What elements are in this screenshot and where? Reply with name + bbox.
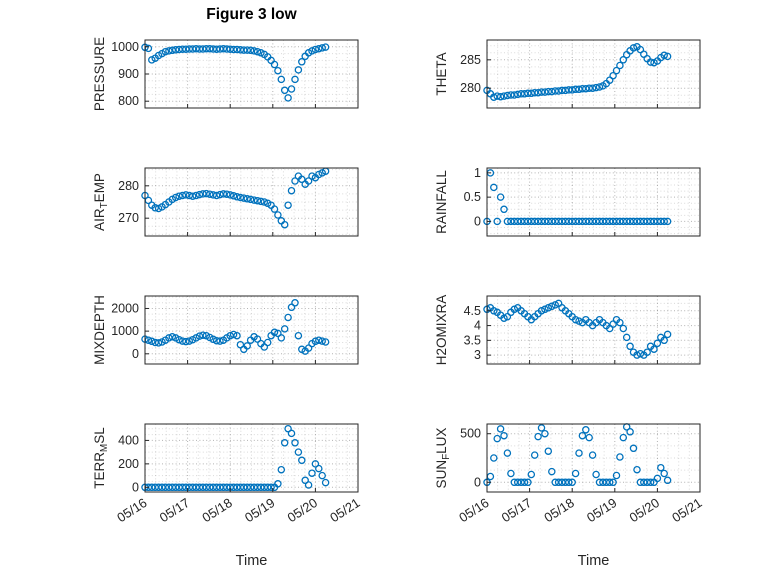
subplot-AIR_TEMP: 270 280 AIRTEMP — [92, 167, 359, 237]
svg-text:05/21: 05/21 — [669, 495, 704, 525]
data-series-MIXDEPTH — [141, 299, 330, 355]
svg-text:500: 500 — [460, 427, 481, 441]
svg-text:0.5: 0.5 — [464, 190, 481, 204]
figure-title: Figure 3 low — [206, 6, 297, 23]
svg-text:0: 0 — [132, 347, 139, 361]
svg-text:05/16: 05/16 — [114, 495, 149, 525]
data-series-THETA — [483, 43, 672, 101]
svg-text:1000: 1000 — [111, 324, 139, 338]
y-tick-labels: 00.51 — [464, 166, 481, 229]
svg-text:200: 200 — [118, 457, 139, 471]
y-axis-label: SUNFLUX — [434, 428, 452, 489]
svg-text:05/17: 05/17 — [499, 495, 534, 525]
svg-text:1000: 1000 — [111, 40, 139, 54]
svg-text:05/16: 05/16 — [456, 495, 491, 525]
svg-text:2000: 2000 — [111, 302, 139, 316]
grid — [486, 295, 701, 364]
y-axis-label: THETA — [434, 52, 449, 95]
y-tick-labels: 800 900 1000 — [111, 40, 139, 108]
grid — [144, 424, 359, 492]
x-tick-labels: 05/16 05/17 05/18 05/19 05/20 05/21 — [456, 495, 704, 525]
svg-text:285: 285 — [460, 53, 481, 67]
svg-text:05/19: 05/19 — [242, 495, 277, 525]
x-tick-labels: 05/16 05/17 05/18 05/19 05/20 05/21 — [114, 495, 362, 525]
svg-text:280: 280 — [118, 179, 139, 193]
svg-text:0: 0 — [132, 480, 139, 494]
data-series-RAINFALL — [483, 169, 672, 226]
svg-text:05/18: 05/18 — [199, 495, 234, 525]
x-axis-label-left: Time — [235, 553, 268, 569]
y-axis-label: MIXDEPTH — [92, 295, 107, 365]
y-axis-label: AIRTEMP — [92, 173, 110, 231]
subplot-PRESSURE: 800 900 1000 PRESSURE — [92, 37, 359, 111]
grid — [144, 296, 359, 364]
data-series-AIR_TEMP — [141, 167, 330, 229]
svg-text:05/17: 05/17 — [157, 495, 192, 525]
svg-text:900: 900 — [118, 67, 139, 81]
svg-text:1: 1 — [474, 166, 481, 180]
y-tick-labels: 270 280 — [118, 179, 139, 225]
subplot-TERR_MSL: 0 200 400 05/16 05/17 05/18 05/19 05/20 05/21 TER… — [92, 423, 363, 525]
y-axis-label: H2OMIXRA — [434, 295, 449, 366]
svg-text:3: 3 — [474, 348, 481, 362]
svg-text:05/19: 05/19 — [584, 495, 619, 525]
subplot-SUN_FLUX: 0 500 05/16 05/17 05/18 05/19 05/20 05/21 SUNFLU… — [434, 423, 705, 525]
y-tick-labels: 0 500 — [460, 427, 481, 490]
y-tick-labels: 33.544.5 — [464, 304, 481, 362]
svg-text:05/20: 05/20 — [627, 495, 662, 525]
subplot-THETA: 280 285 THETA — [434, 39, 701, 109]
svg-text:280: 280 — [460, 81, 481, 95]
svg-text:05/18: 05/18 — [541, 495, 576, 525]
y-axis-label: RAINFALL — [434, 170, 449, 234]
y-tick-labels: 0 1000 2000 — [111, 302, 139, 361]
y-axis-label: TERRMSL — [92, 427, 110, 489]
svg-text:4.5: 4.5 — [464, 304, 481, 318]
subplot-MIXDEPTH: 0 1000 2000 MIXDEPTH — [92, 295, 359, 365]
x-axis-label-right: Time — [577, 553, 610, 569]
svg-text:270: 270 — [118, 211, 139, 225]
svg-text:400: 400 — [118, 433, 139, 447]
svg-text:4: 4 — [474, 319, 481, 333]
svg-text:3.5: 3.5 — [464, 333, 481, 347]
y-axis-label: PRESSURE — [92, 37, 107, 111]
svg-text:0: 0 — [474, 214, 481, 228]
svg-text:0: 0 — [474, 475, 481, 489]
data-series-PRESSURE — [141, 43, 330, 102]
y-tick-labels: 280 285 — [460, 53, 481, 95]
svg-text:05/20: 05/20 — [285, 495, 320, 525]
svg-text:800: 800 — [118, 94, 139, 108]
svg-text:05/21: 05/21 — [327, 495, 362, 525]
y-tick-labels: 0 200 400 — [118, 433, 139, 494]
subplot-H2OMIXRA: 33.544.5 H2OMIXRA — [434, 295, 701, 366]
grid — [486, 168, 701, 236]
